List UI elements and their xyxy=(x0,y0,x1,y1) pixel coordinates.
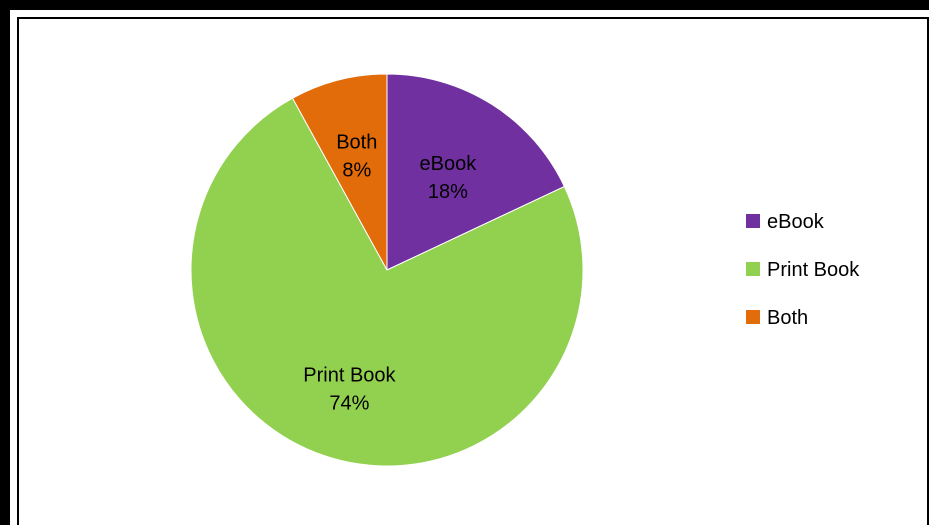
pie-slices xyxy=(190,73,584,467)
slice-label-category: Print Book xyxy=(303,365,396,387)
legend-swatch xyxy=(746,262,760,276)
pie-slice-both xyxy=(291,73,388,271)
slice-label-value: 74% xyxy=(329,393,369,415)
slice-label-category: Both xyxy=(336,131,377,153)
slice-label-value: 18% xyxy=(428,181,468,203)
legend: eBook Print Book Both xyxy=(746,211,860,329)
legend-label: Both xyxy=(767,307,808,329)
slice-label-value: 8% xyxy=(342,159,371,181)
legend-swatch xyxy=(746,310,760,324)
slice-labels: eBook 18% Print Book 74% Both 8% xyxy=(303,131,477,414)
pie-slice-ebook xyxy=(386,73,566,271)
slice-label-category: eBook xyxy=(420,153,478,175)
pie-slice-print-book xyxy=(190,97,584,467)
legend-label: Print Book xyxy=(767,259,860,281)
legend-label: eBook xyxy=(767,211,825,233)
legend-swatch xyxy=(746,214,760,228)
